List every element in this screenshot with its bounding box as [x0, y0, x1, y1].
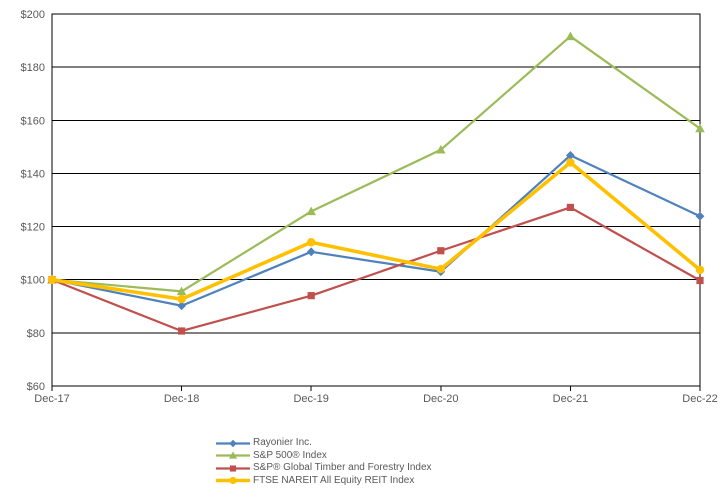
series-line	[50, 160, 702, 301]
circle-marker-icon	[177, 294, 186, 304]
legend-triangle-swatch-icon	[216, 451, 250, 459]
legend-diamond-swatch-icon	[216, 439, 250, 447]
square-marker-icon	[437, 247, 445, 255]
y-axis-tick-label: $160	[21, 115, 45, 127]
diamond-marker-icon	[177, 301, 186, 311]
triangle-marker-icon	[306, 206, 316, 216]
x-axis-tick-label: Dec-19	[293, 393, 328, 405]
square-marker-icon	[566, 203, 574, 212]
diamond-marker-icon	[695, 211, 705, 221]
y-axis-tick-label: $140	[21, 168, 45, 180]
legend-circle-swatch-icon	[216, 477, 250, 485]
legend-label: S&P® Global Timber and Forestry Index	[253, 462, 432, 474]
y-axis-tick-label: $100	[21, 275, 45, 287]
x-axis-tick-label: Dec-22	[682, 393, 717, 405]
circle-marker-icon	[566, 158, 575, 167]
legend-label: S&P 500® Index	[253, 449, 327, 461]
y-axis-tick-label: $60	[27, 381, 45, 393]
y-axis-tick-label: $200	[21, 9, 45, 21]
triangle-marker-icon	[565, 31, 576, 41]
circle-marker-icon	[47, 275, 57, 284]
legend-item: S&P 500® Index	[216, 450, 432, 463]
legend-label: FTSE NAREIT All Equity REIT Index	[253, 474, 415, 486]
diamond-marker-icon	[566, 150, 575, 160]
y-axis-tick-label: $180	[21, 62, 45, 74]
circle-marker-icon	[307, 238, 316, 247]
series-line	[50, 35, 702, 293]
circle-marker-icon	[229, 477, 237, 485]
series-line	[50, 206, 702, 333]
legend-square-swatch-icon	[216, 465, 250, 472]
plot-area: $200 $180 $160 $140 $120 $100 $80 $60 Dec-17 Dec-…	[21, 9, 718, 405]
legend-item: FTSE NAREIT All Equity REIT Index	[216, 475, 432, 488]
y-axis-tick-label: $120	[21, 222, 45, 234]
triangle-marker-icon	[695, 123, 705, 133]
plot-frame	[51, 13, 701, 387]
legend-item: Rayonier Inc.	[216, 437, 432, 450]
triangle-marker-icon	[228, 451, 238, 459]
chart-legend: Rayonier Inc. S&P 500® Index S&P® Global T…	[216, 437, 432, 487]
square-marker-icon	[229, 465, 237, 472]
square-marker-icon	[696, 276, 704, 285]
x-axis-tick-label: Dec-17	[34, 393, 69, 405]
triangle-marker-icon	[436, 144, 446, 154]
y-axis-tick-label: $80	[27, 328, 45, 340]
diamond-marker-icon	[229, 439, 237, 447]
legend-item: S&P® Global Timber and Forestry Index	[216, 462, 432, 475]
x-axis-tick-label: Dec-21	[553, 393, 588, 405]
legend-label: Rayonier Inc.	[253, 437, 312, 449]
square-marker-icon	[178, 327, 186, 335]
series-line	[50, 154, 702, 307]
circle-marker-icon	[436, 264, 445, 274]
circle-marker-icon	[695, 265, 705, 275]
square-marker-icon	[307, 292, 315, 300]
x-axis-tick-label: Dec-20	[423, 393, 458, 405]
triangle-marker-icon	[176, 286, 187, 296]
x-axis-tick-label: Dec-18	[164, 393, 199, 405]
diamond-marker-icon	[306, 247, 316, 257]
